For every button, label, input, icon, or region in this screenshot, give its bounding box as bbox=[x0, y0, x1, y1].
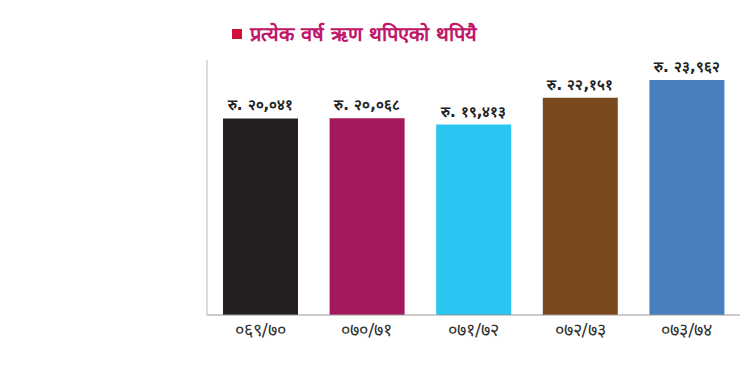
svg-text:०७०/७१: ०७०/७१ bbox=[341, 319, 392, 340]
svg-text:रु. २०,०४१: रु. २०,०४१ bbox=[227, 96, 294, 114]
svg-text:०७२/७३: ०७२/७३ bbox=[555, 319, 606, 340]
svg-text:रु. २०,०६८: रु. २०,०६८ bbox=[333, 96, 400, 114]
svg-text:रु. २२,१५१: रु. २२,१५१ bbox=[546, 76, 613, 94]
svg-text:रु. १९,४१३: रु. १९,४१३ bbox=[440, 103, 507, 121]
svg-text:०७३/७४: ०७३/७४ bbox=[661, 319, 712, 340]
svg-text:रु. २३,९६२: रु. २३,९६२ bbox=[653, 58, 720, 76]
html-text:प्रत्येक वर्ष ऋण थपिएको थपियै: प्रत्येक वर्ष ऋण थपिएको थपियै bbox=[250, 22, 477, 46]
svg-text:०७१/७२: ०७१/७२ bbox=[448, 319, 499, 340]
svg-text:०६९/७०: ०६९/७० bbox=[235, 319, 286, 340]
